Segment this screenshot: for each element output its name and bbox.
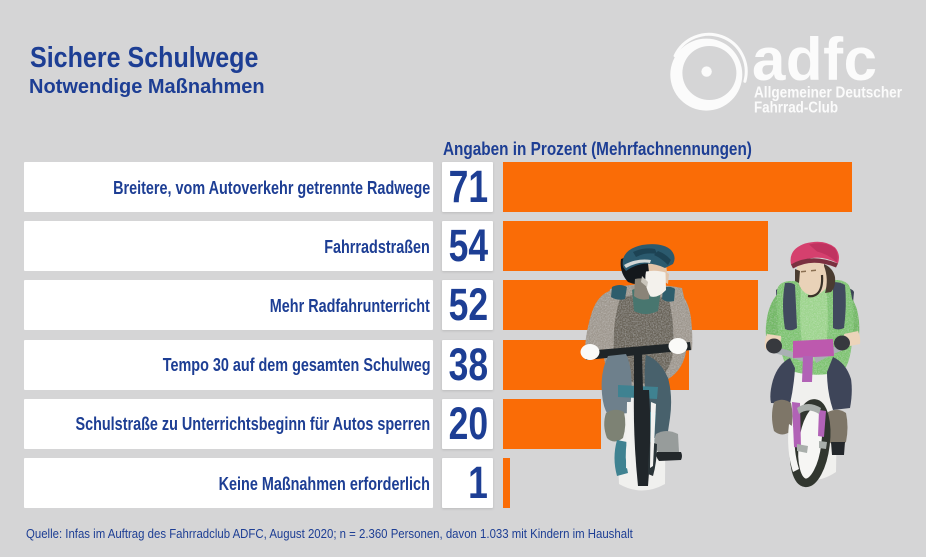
svg-text:Allgemeiner Deutscher: Allgemeiner Deutscher — [754, 85, 902, 102]
svg-text:adfc: adfc — [752, 26, 877, 93]
svg-text:Fahrrad-Club: Fahrrad-Club — [754, 100, 838, 117]
